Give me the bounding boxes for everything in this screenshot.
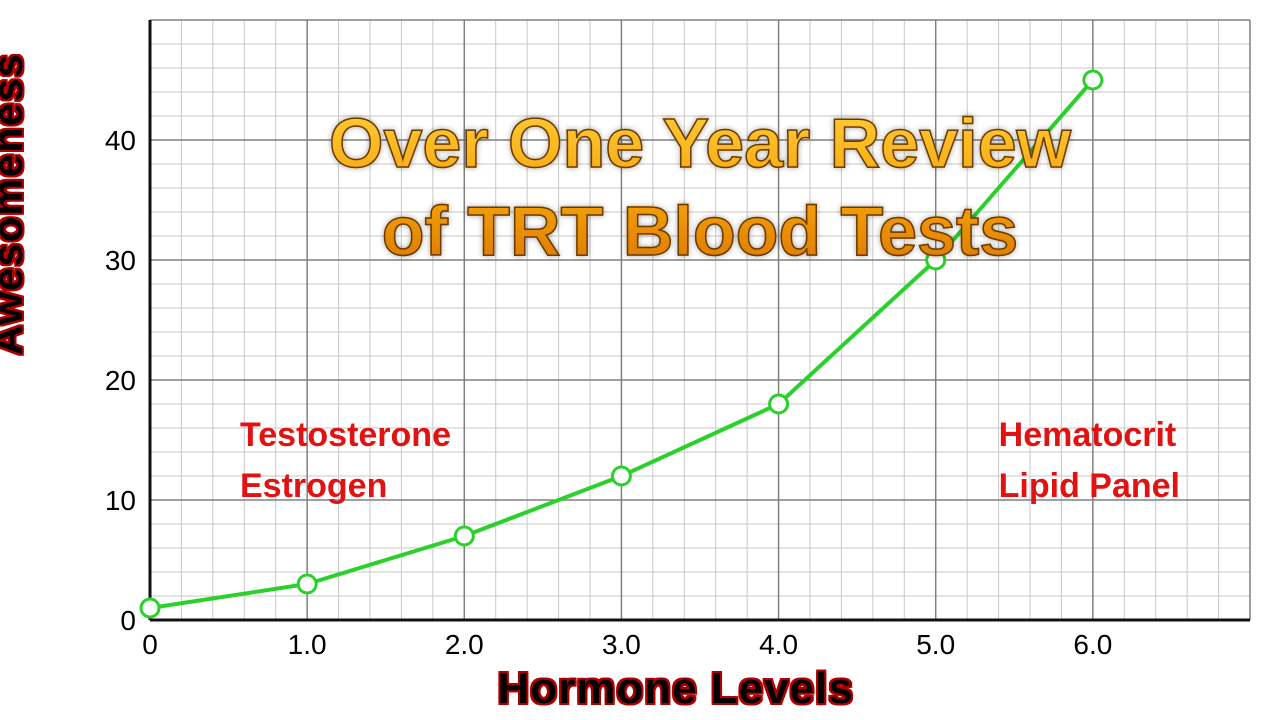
x-tick-label: 2.0	[445, 629, 484, 660]
y-axis-label: Awesomeness	[0, 53, 32, 355]
data-marker	[141, 599, 159, 617]
x-tick-label: 6.0	[1073, 629, 1112, 660]
y-tick-label: 0	[120, 605, 136, 636]
x-tick-label: 0	[142, 629, 158, 660]
data-marker	[298, 575, 316, 593]
y-tick-label: 20	[105, 365, 136, 396]
y-tick-label: 30	[105, 245, 136, 276]
x-tick-label: 4.0	[759, 629, 798, 660]
x-tick-label: 3.0	[602, 629, 641, 660]
data-marker	[770, 395, 788, 413]
y-tick-label: 10	[105, 485, 136, 516]
chart-thumbnail: 0 1.0 2.0 3.0 4.0 5.0 6.0 0 10 20 30 40 Awesomeness…	[0, 0, 1280, 720]
x-tick-label: 5.0	[916, 629, 955, 660]
x-tick-label: 1.0	[288, 629, 327, 660]
data-marker	[927, 251, 945, 269]
y-tick-label: 40	[105, 125, 136, 156]
chart-svg: 0 1.0 2.0 3.0 4.0 5.0 6.0 0 10 20 30 40	[0, 0, 1280, 720]
data-marker	[1084, 71, 1102, 89]
data-marker	[612, 467, 630, 485]
x-axis-label: Hormone Levels	[497, 664, 853, 714]
data-marker	[455, 527, 473, 545]
